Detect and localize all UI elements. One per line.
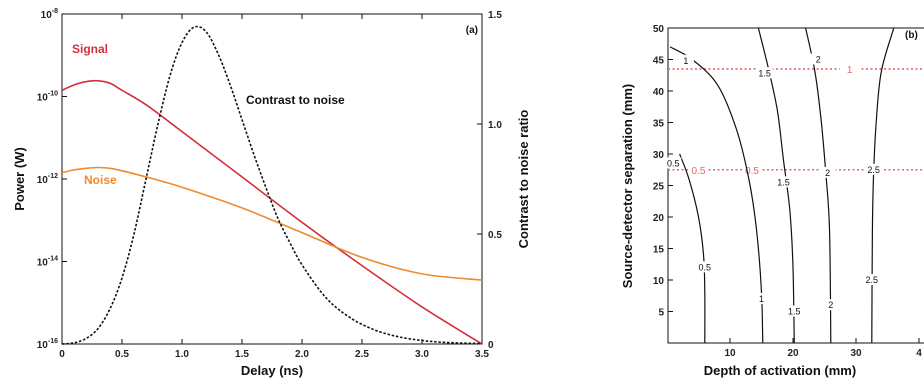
panel-b-ytick-label: 15: [653, 245, 665, 256]
contour-label: 0.5: [667, 158, 680, 168]
panel-a-ytick-right-label: 0: [488, 340, 494, 351]
panel-a-ytick-label: 10-8: [41, 8, 58, 21]
panel-a-ytick-label: 10-16: [37, 338, 58, 351]
panel-a-ytick-right-label: 0.5: [488, 230, 502, 241]
panel-b-tag: (b): [905, 30, 918, 41]
series-line-signal: [61, 79, 483, 345]
contour-label-bg: [810, 53, 827, 65]
panel-a-ylabel-right: Contrast to noise ratio: [516, 110, 531, 249]
panel-b-ylabel: Source-detector separation (mm): [620, 84, 635, 288]
contour-line-2: [805, 27, 832, 344]
panel-b-frame: [667, 27, 924, 344]
panel-a-xtick-label: 0.5: [115, 349, 129, 360]
panel-a-ytick-right-label: 1.0: [488, 120, 502, 131]
panel-b-xlabel: Depth of activation (mm): [704, 363, 856, 378]
contour-label: 1.5: [758, 68, 771, 78]
series-line-noise: [61, 166, 483, 281]
contour-label: 1.5: [788, 307, 801, 317]
panel-b-xtick-label: 4: [916, 348, 922, 359]
contour-label-bg: [677, 54, 694, 66]
panel-b: 10 20 30 4 5 10 15 20 25 30 35 40 45 50 1 0.5 0.5 1 1.5…: [620, 24, 924, 378]
signal-label: Signal: [72, 42, 108, 56]
panel-a-xtick-label: 1.5: [235, 349, 249, 360]
contour-label-bg: [819, 166, 836, 178]
reference-label-bg: [839, 62, 860, 75]
cnr-label: Contrast to noise: [246, 93, 345, 107]
panel-b-ytick-label: 40: [653, 87, 665, 98]
contour-line-1-5: [757, 27, 795, 344]
panel-b-xtick-label: 20: [787, 348, 799, 359]
panel-a-xtick-label: 1.0: [175, 349, 189, 360]
panel-a-xtick-label: 3.5: [475, 349, 489, 360]
panel-b-ytick-label: 30: [653, 150, 665, 161]
series-line-contrast-to-noise: [61, 25, 483, 345]
contour-label: 1: [683, 56, 688, 66]
contour-label: 1.5: [777, 177, 790, 187]
panel-a-xtick-label: 3.0: [415, 349, 429, 360]
contour-label-bg: [696, 261, 713, 273]
contour-label: 1: [759, 294, 764, 304]
panel-b-ytick-label: 10: [653, 276, 665, 287]
contour-label: 0.5: [699, 262, 712, 272]
contour-label: 2.5: [867, 165, 880, 175]
contour-label-bg: [775, 176, 792, 188]
noise-label: Noise: [84, 173, 117, 187]
panel-b-ytick-label: 45: [653, 56, 665, 67]
contour-label: 2: [816, 55, 821, 65]
contour-label: 2: [825, 168, 830, 178]
contour-label: 2.5: [865, 275, 878, 285]
panel-b-xtick-label: 30: [850, 348, 862, 359]
contour-line-1: [669, 46, 764, 344]
contour-label-bg: [863, 274, 880, 285]
reference-line-label: 0.5: [745, 166, 759, 177]
panel-a-xtick-label: 0: [59, 349, 65, 360]
panel-a-tag: (a): [466, 25, 478, 36]
panel-a-ytick-label: 10-10: [37, 91, 58, 104]
panel-b-ytick-label: 50: [653, 24, 665, 35]
reference-line-label: 0.5: [692, 166, 706, 177]
panel-a-xtick-label: 2.5: [355, 349, 369, 360]
contour-label: 2: [828, 300, 833, 310]
panel-a-ylabel-left: Power (W): [12, 147, 27, 211]
contour-label-bg: [786, 305, 803, 317]
panel-b-ytick-label: 25: [653, 182, 665, 193]
panel-a-xlabel: Delay (ns): [241, 363, 303, 378]
contour-label-bg: [756, 67, 773, 79]
contour-label-bg: [753, 292, 770, 304]
contour-label-bg: [865, 163, 882, 175]
panel-a-xtick-label: 2.0: [295, 349, 309, 360]
panel-a-ytick-label: 10-14: [37, 256, 58, 269]
panel-a-frame: [61, 13, 483, 345]
panel-b-ytick-label: 35: [653, 119, 665, 130]
panel-b-xtick-label: 10: [724, 348, 736, 359]
contour-line-2-5: [871, 27, 895, 344]
contour-label-bg: [822, 299, 839, 311]
contour-label-bg: [665, 157, 682, 169]
contour-line-0-5: [679, 153, 706, 344]
panel-a-ytick-right-label: 1.5: [488, 10, 502, 21]
reference-line-label: 1: [847, 65, 853, 76]
panel-a: 0 0.5 1.0 1.5 2.0 2.5 3.0 3.5 10-8 10-10 10-12 10-…: [12, 8, 531, 378]
reference-label-bg: [688, 163, 709, 176]
panel-b-ytick-label: 20: [653, 213, 665, 224]
panel-b-ytick-label: 5: [658, 308, 664, 319]
panel-a-ytick-label: 10-12: [37, 173, 58, 186]
